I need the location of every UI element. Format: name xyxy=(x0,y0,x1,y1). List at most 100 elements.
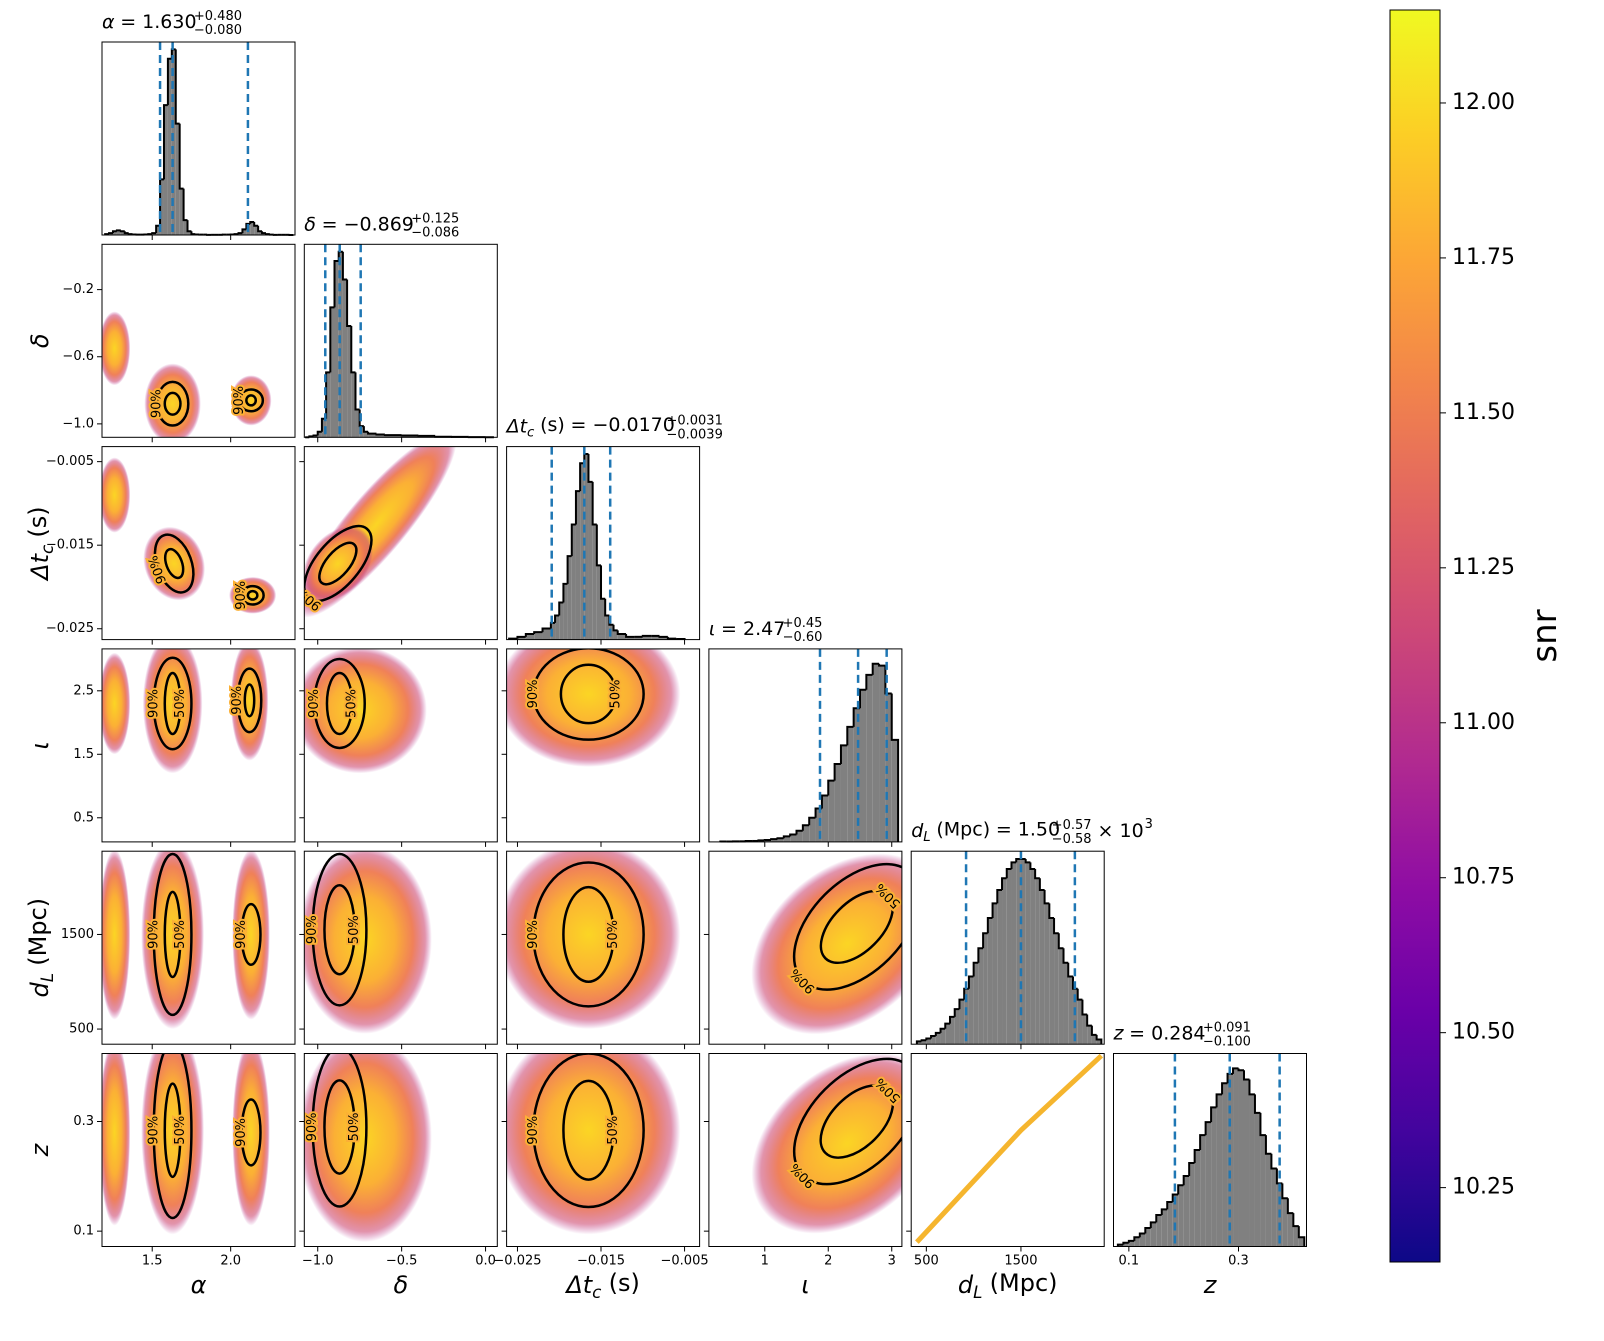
y-tick-label: 0.1 xyxy=(73,1224,94,1239)
contour-50 xyxy=(243,683,256,718)
panel: 90% 50% xyxy=(506,1053,681,1235)
hist-bar xyxy=(376,434,385,438)
hist-step xyxy=(666,636,677,640)
hist-step xyxy=(1248,1079,1255,1096)
x-tick-label: 1 xyxy=(761,1254,769,1269)
sample-cloud xyxy=(506,851,681,1030)
title-upper: +0.0031 xyxy=(666,414,722,429)
contour-90 xyxy=(304,524,373,603)
hist-bar xyxy=(885,693,892,842)
sample-cloud xyxy=(141,1053,204,1235)
panel-frame xyxy=(303,446,498,641)
hist-step xyxy=(249,221,255,224)
hist-step xyxy=(541,627,551,633)
hist-bar xyxy=(945,1023,950,1045)
hist-step xyxy=(434,435,452,438)
mode: 90% 50% xyxy=(506,851,681,1030)
sample-cloud xyxy=(232,851,270,1020)
contour-50 xyxy=(325,671,354,736)
mode xyxy=(102,457,131,533)
hist-bar xyxy=(777,838,784,842)
hist-bar xyxy=(1216,1094,1223,1247)
symbol: ι xyxy=(801,1271,809,1299)
hist-bar xyxy=(931,1036,936,1045)
hist-step xyxy=(570,523,576,557)
contour-50 xyxy=(246,589,259,601)
hist-bar xyxy=(156,225,161,235)
title-value: = 1.630 xyxy=(120,11,196,33)
hist-bar xyxy=(571,524,576,640)
hist-bar xyxy=(338,251,343,438)
symbol: d xyxy=(958,1271,974,1299)
mode xyxy=(304,1053,432,1243)
contour-90 xyxy=(153,533,195,594)
hist-bar xyxy=(783,836,791,842)
hist-step xyxy=(108,232,113,235)
mode: 90% xyxy=(230,375,272,426)
panel-bg xyxy=(102,42,295,235)
hist-step xyxy=(316,430,322,436)
hist-step xyxy=(1281,1183,1288,1200)
contour-90 xyxy=(792,862,902,991)
hist-step xyxy=(890,693,900,842)
hist-bar xyxy=(1222,1083,1228,1247)
hist-step xyxy=(858,688,867,709)
x-tick-label: 0.1 xyxy=(1119,1254,1140,1269)
hist-step xyxy=(1043,889,1050,905)
hist-step xyxy=(115,229,121,232)
unit: (Mpc) xyxy=(990,1269,1058,1297)
hist-step xyxy=(846,725,854,746)
hist-step xyxy=(350,325,356,374)
hist-step xyxy=(1242,1070,1250,1081)
hist-bar xyxy=(584,454,589,640)
contour-label: 90% xyxy=(305,915,320,944)
title-lower: −0.58 xyxy=(1052,832,1092,847)
mode xyxy=(102,652,131,755)
contour-50 xyxy=(163,890,182,979)
panel-title: δ = −0.869 xyxy=(304,213,414,235)
hist-bar xyxy=(992,903,998,1045)
contour-90 xyxy=(532,648,645,741)
hist-step xyxy=(776,837,784,840)
subscript: L xyxy=(37,973,57,982)
hist-step xyxy=(579,462,585,492)
mode: 90% xyxy=(232,851,270,1020)
sample-cloud xyxy=(143,526,206,601)
hist-bar xyxy=(997,889,1003,1045)
hist-bar xyxy=(954,1009,960,1045)
sample-cloud xyxy=(304,851,432,1034)
panel-frame xyxy=(1113,1053,1307,1247)
contour-90 xyxy=(792,1057,902,1186)
panel-title: Δtc (s) = −0.0170 xyxy=(505,414,675,441)
contour-90 xyxy=(311,1053,368,1208)
colorbar-tick-label: 11.00 xyxy=(1452,710,1515,735)
hist-bar xyxy=(968,976,974,1045)
y-tick-label: −0.015 xyxy=(46,538,94,553)
mode: 90% 50% xyxy=(141,851,204,1030)
hist-step xyxy=(329,306,335,373)
hist-bar xyxy=(613,630,618,640)
panel-frame xyxy=(910,1053,1105,1247)
contour-50 xyxy=(562,1079,615,1181)
panel-frame xyxy=(506,446,701,641)
hist-bar xyxy=(326,372,331,438)
mode: 90% xyxy=(304,524,373,615)
sample-cloud xyxy=(232,1053,270,1226)
hist-bar xyxy=(1049,918,1055,1045)
hist-step xyxy=(930,1035,936,1039)
panel: 90% 50% 90% xyxy=(102,851,270,1030)
x-tick-label: −0.5 xyxy=(386,1254,418,1269)
hist-step xyxy=(341,251,348,281)
contour-label: 50% xyxy=(173,920,188,949)
hist-bar xyxy=(250,222,255,235)
hist-bar xyxy=(891,739,899,842)
hist-bar xyxy=(609,624,614,640)
hist-step xyxy=(1024,858,1031,864)
colorbar-tick-label: 11.75 xyxy=(1452,245,1515,270)
hist-step xyxy=(1221,1082,1228,1095)
hist-step xyxy=(963,987,969,1000)
x-tick-label: −0.005 xyxy=(661,1254,709,1269)
title-upper: +0.125 xyxy=(411,211,459,226)
x-axis-label: dL (Mpc) xyxy=(958,1269,1058,1302)
hist-bar xyxy=(1035,878,1040,1045)
